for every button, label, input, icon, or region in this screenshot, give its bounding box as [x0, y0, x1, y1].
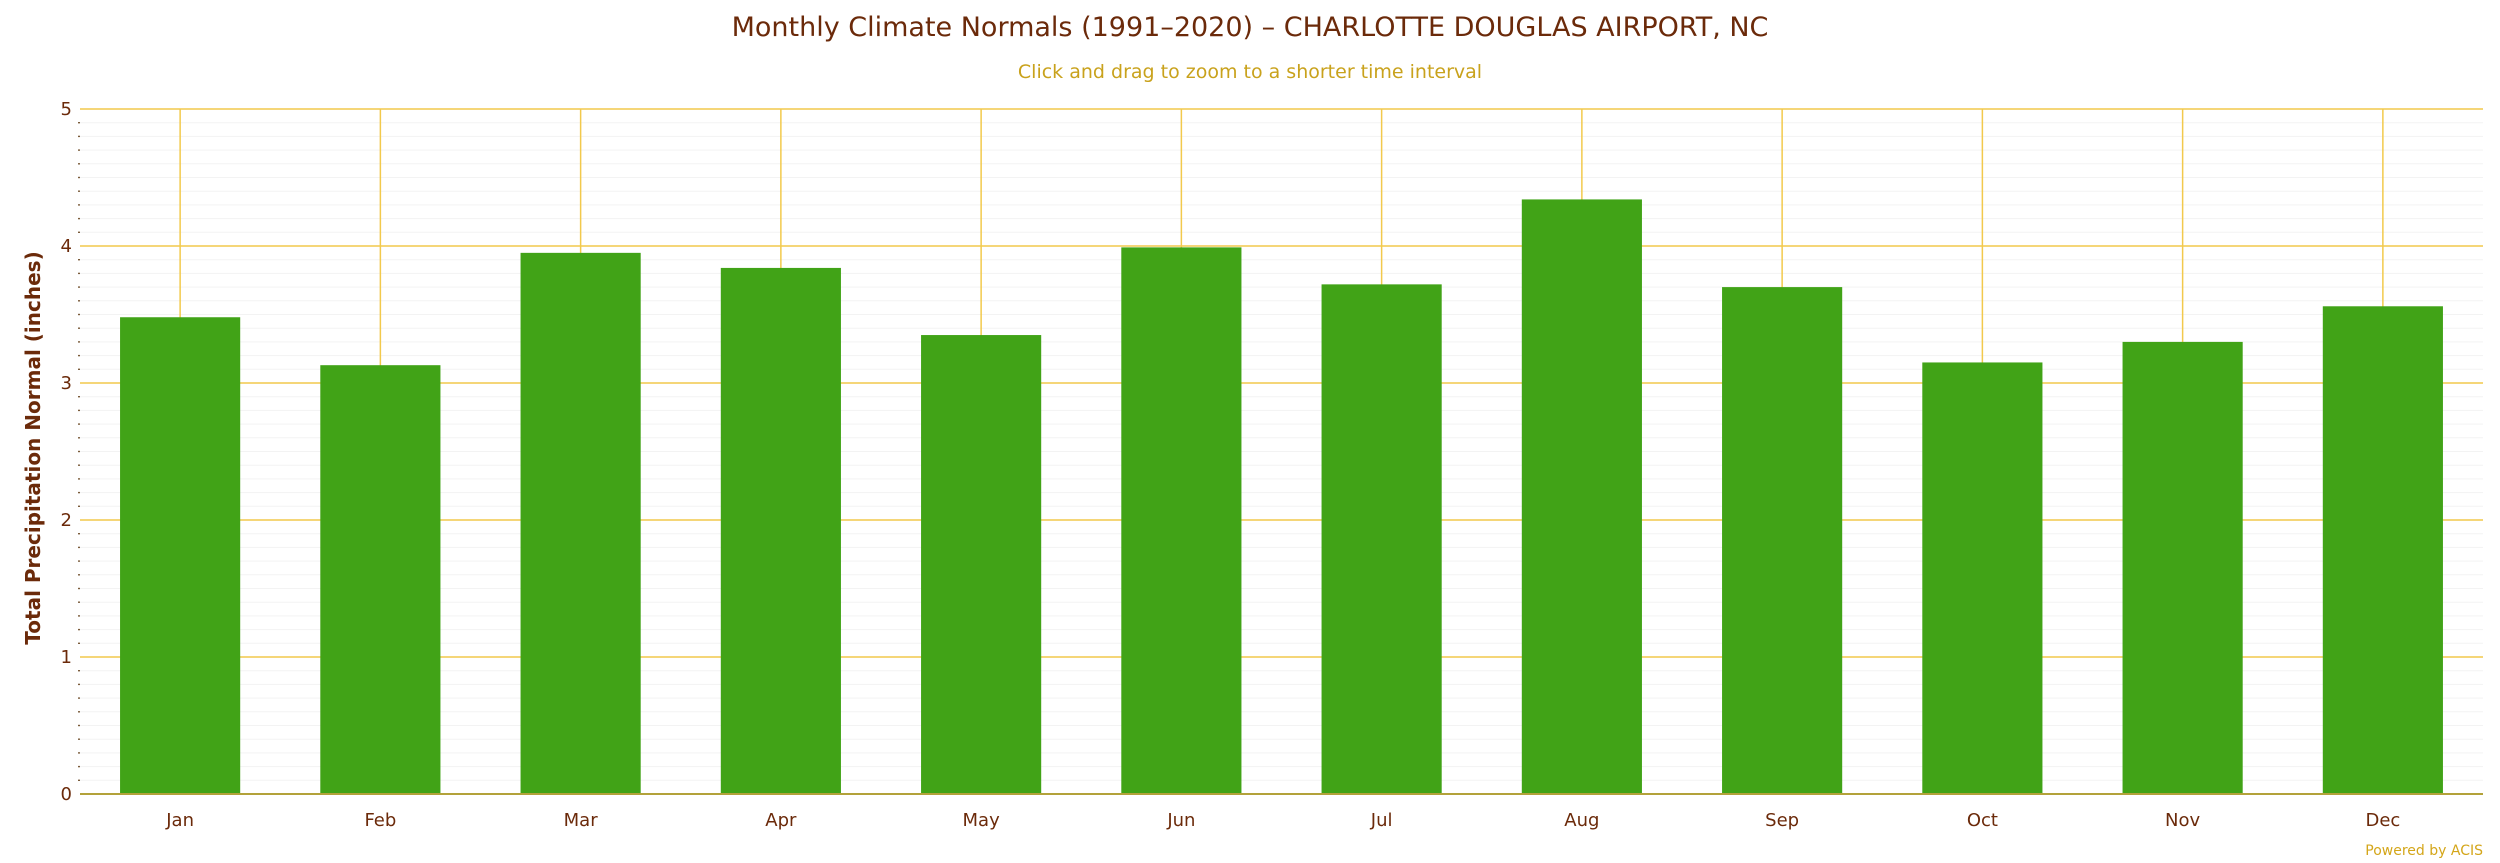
- x-axis-ticks: Jan Feb Mar Apr May Jun Jul Aug Sep Oct Nov Dec: [165, 810, 2400, 831]
- bar-nov[interactable]: [2122, 341, 2243, 794]
- x-tick-label: Aug: [1564, 810, 1599, 831]
- bar-sep[interactable]: [1722, 287, 1843, 794]
- x-tick-label: Jul: [1370, 810, 1393, 831]
- x-tick-label: Feb: [364, 810, 396, 831]
- bar-apr[interactable]: [720, 267, 841, 794]
- bar-dec[interactable]: [2322, 306, 2443, 794]
- plot-area[interactable]: [80, 108, 2483, 795]
- chart-title: Monthly Climate Normals (1991–2020) – CH…: [732, 12, 1769, 43]
- y-tick-label: 1: [61, 647, 72, 668]
- x-tick-label: May: [963, 810, 1001, 831]
- y-axis-ticks: 0 1 2 3 4 5: [61, 99, 80, 805]
- y-tick-label: 4: [61, 236, 72, 257]
- bar-jan[interactable]: [120, 317, 241, 794]
- y-tick-label: 2: [61, 510, 72, 531]
- x-tick-label: Apr: [765, 810, 797, 831]
- bar-feb[interactable]: [320, 365, 441, 794]
- chart-subtitle: Click and drag to zoom to a shorter time…: [1018, 61, 1482, 83]
- bar-may[interactable]: [921, 335, 1042, 794]
- y-tick-label: 3: [61, 373, 72, 394]
- bar-oct[interactable]: [1922, 362, 2043, 794]
- credits-link[interactable]: Powered by ACIS: [2365, 843, 2483, 859]
- bar-series[interactable]: [120, 199, 2443, 795]
- bar-aug[interactable]: [1521, 199, 1642, 795]
- x-tick-label: Jun: [1166, 810, 1195, 831]
- x-tick-label: Dec: [2365, 810, 2400, 831]
- minor-gridlines: [80, 122, 2483, 781]
- x-tick-label: Mar: [564, 810, 599, 831]
- y-tick-label: 0: [61, 784, 72, 805]
- x-tick-label: Oct: [1967, 810, 1998, 831]
- bar-jun[interactable]: [1121, 247, 1242, 794]
- y-tick-label: 5: [61, 99, 72, 120]
- x-tick-label: Nov: [2165, 810, 2200, 831]
- x-tick-label: Sep: [1765, 810, 1799, 831]
- y-axis-title: Total Precipitation Normal (inches): [21, 251, 45, 644]
- bar-mar[interactable]: [520, 252, 641, 795]
- x-tick-label: Jan: [165, 810, 194, 831]
- bar-jul[interactable]: [1321, 284, 1442, 794]
